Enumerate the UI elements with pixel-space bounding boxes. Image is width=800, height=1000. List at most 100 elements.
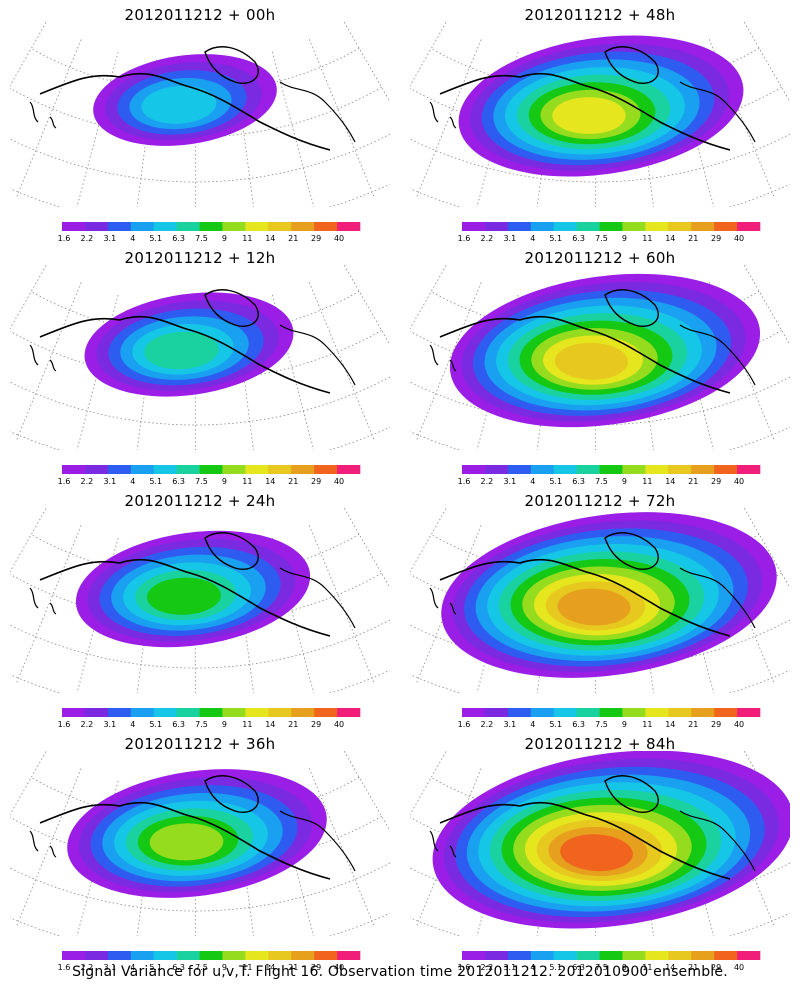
variance-map bbox=[10, 751, 390, 936]
colorbar-swatch bbox=[507, 951, 532, 960]
colorbar-tick-label: 4 bbox=[530, 234, 535, 243]
colorbar-swatch bbox=[668, 222, 692, 231]
colorbar-tick-label: 3.1 bbox=[103, 477, 116, 486]
colorbar-swatch bbox=[737, 222, 761, 231]
colorbar-tick-label: 29 bbox=[311, 720, 321, 729]
colorbar-swatch bbox=[84, 222, 109, 231]
variance-map bbox=[410, 22, 790, 207]
colorbar: 1.6 2.2 3.1 4 5.1 6.3 7.5 9 11 14 21 29 40 bbox=[458, 222, 761, 243]
variance-map bbox=[410, 508, 790, 693]
colorbar-tick-label: 4 bbox=[530, 720, 535, 729]
colorbar-swatch bbox=[245, 708, 269, 717]
colorbar-tick-label: 4 bbox=[130, 234, 135, 243]
forecast-panel: 2012011212 + 12h 1.6 2.2 3.1 4 5.1 6.3 7.5 9 11 14… bbox=[0, 243, 400, 488]
colorbar-tick-label: 29 bbox=[711, 720, 721, 729]
colorbar-swatch bbox=[291, 951, 315, 960]
colorbar-tick-label: 29 bbox=[311, 963, 321, 972]
colorbar-swatch bbox=[176, 708, 200, 717]
colorbar-tick-label: 9 bbox=[222, 963, 227, 972]
colorbar-swatch bbox=[245, 465, 269, 474]
variance-map bbox=[410, 265, 790, 450]
colorbar-tick-label: 14 bbox=[265, 234, 275, 243]
colorbar-tick-label: 6.3 bbox=[172, 477, 185, 486]
colorbar-tick-label: 9 bbox=[222, 477, 227, 486]
colorbar-swatch bbox=[553, 465, 577, 474]
coastline bbox=[29, 289, 356, 394]
colorbar-swatch bbox=[62, 951, 86, 960]
forecast-panel: 2012011212 + 48h 1.6 2.2 3.1 4 5.1 6.3 7.5 9 11 14… bbox=[400, 0, 800, 245]
colorbar-tick-label: 9 bbox=[622, 720, 627, 729]
colorbar-tick-label: 7.5 bbox=[595, 477, 608, 486]
colorbar-swatch bbox=[222, 465, 246, 474]
coastline bbox=[429, 289, 756, 394]
colorbar-swatch bbox=[645, 222, 669, 231]
colorbar-tick-label: 9 bbox=[222, 234, 227, 243]
colorbar-tick-label: 11 bbox=[242, 720, 252, 729]
colorbar: 1.6 2.2 3.1 4 5.1 6.3 7.5 9 11 14 21 29 40 bbox=[458, 708, 761, 729]
colorbar-swatch bbox=[107, 222, 132, 231]
colorbar-tick-label: 4 bbox=[130, 477, 135, 486]
colorbar-tick-label: 11 bbox=[642, 720, 652, 729]
colorbar-tick-label: 21 bbox=[688, 963, 698, 972]
colorbar-tick-label: 21 bbox=[688, 477, 698, 486]
colorbar-tick-label: 6.3 bbox=[572, 963, 585, 972]
colorbar-swatch bbox=[130, 708, 154, 717]
colorbar-tick-label: 14 bbox=[665, 720, 675, 729]
colorbar-swatch bbox=[576, 708, 600, 717]
colorbar-tick-label: 5.1 bbox=[149, 720, 162, 729]
variance-field bbox=[75, 530, 311, 648]
colorbar-swatch bbox=[222, 708, 246, 717]
coastline bbox=[429, 775, 756, 880]
colorbar-swatch bbox=[245, 222, 269, 231]
colorbar-tick-label: 6.3 bbox=[572, 477, 585, 486]
colorbar-tick-label: 11 bbox=[642, 477, 652, 486]
colorbar-tick-label: 2.2 bbox=[481, 963, 494, 972]
coastline bbox=[29, 775, 356, 880]
colorbar-swatch bbox=[507, 708, 532, 717]
colorbar-swatch bbox=[484, 951, 509, 960]
colorbar-swatch bbox=[62, 465, 86, 474]
colorbar-tick-label: 14 bbox=[665, 477, 675, 486]
variance-field bbox=[432, 751, 790, 929]
variance-field bbox=[93, 54, 277, 146]
coastline bbox=[429, 532, 756, 637]
colorbar-swatch bbox=[645, 951, 669, 960]
colorbar-tick-label: 1.6 bbox=[58, 234, 71, 243]
forecast-panel: 2012011212 + 72h 1.6 2.2 3.1 4 5.1 6.3 7.5 9 11 14… bbox=[400, 486, 800, 731]
colorbar-tick-label: 1.6 bbox=[58, 720, 71, 729]
colorbar-tick-label: 2.2 bbox=[81, 720, 94, 729]
coastline bbox=[429, 46, 756, 151]
colorbar-swatch bbox=[484, 465, 509, 474]
colorbar-swatch bbox=[576, 465, 600, 474]
colorbar-swatch bbox=[107, 951, 132, 960]
colorbar-swatch bbox=[153, 222, 177, 231]
colorbar-swatch bbox=[153, 708, 177, 717]
colorbar-tick-label: 1.6 bbox=[58, 963, 71, 972]
colorbar-tick-label: 5.1 bbox=[149, 234, 162, 243]
colorbar: 1.6 2.2 3.1 4 5.1 6.3 7.5 9 11 14 21 29 40 bbox=[58, 222, 361, 243]
variance-field bbox=[67, 769, 327, 898]
colorbar-swatch bbox=[268, 951, 292, 960]
colorbar-swatch bbox=[153, 951, 177, 960]
colorbar-tick-label: 3.1 bbox=[503, 234, 516, 243]
panel-title: 2012011212 + 84h bbox=[524, 735, 676, 753]
colorbar-swatch bbox=[84, 465, 109, 474]
colorbar-swatch bbox=[484, 222, 509, 231]
colorbar-tick-label: 5.1 bbox=[549, 720, 562, 729]
colorbar-swatch bbox=[691, 465, 715, 474]
colorbar-tick-label: 9 bbox=[622, 963, 627, 972]
colorbar-swatch bbox=[130, 222, 154, 231]
colorbar-tick-label: 2.2 bbox=[481, 720, 494, 729]
forecast-panel: 2012011212 + 84h 1.6 2.2 3.1 4 5.1 6.3 7.5 9 11 14… bbox=[400, 729, 800, 974]
colorbar-tick-label: 21 bbox=[688, 720, 698, 729]
colorbar-tick-label: 40 bbox=[334, 963, 344, 972]
panel-title: 2012011212 + 36h bbox=[124, 735, 276, 753]
colorbar-tick-label: 5.1 bbox=[149, 963, 162, 972]
colorbar-swatch bbox=[599, 465, 623, 474]
colorbar-tick-label: 40 bbox=[734, 963, 744, 972]
colorbar-swatch bbox=[268, 222, 292, 231]
colorbar-tick-label: 14 bbox=[265, 963, 275, 972]
colorbar-tick-label: 3.1 bbox=[503, 963, 516, 972]
colorbar-swatch bbox=[691, 222, 715, 231]
colorbar-swatch bbox=[622, 465, 646, 474]
